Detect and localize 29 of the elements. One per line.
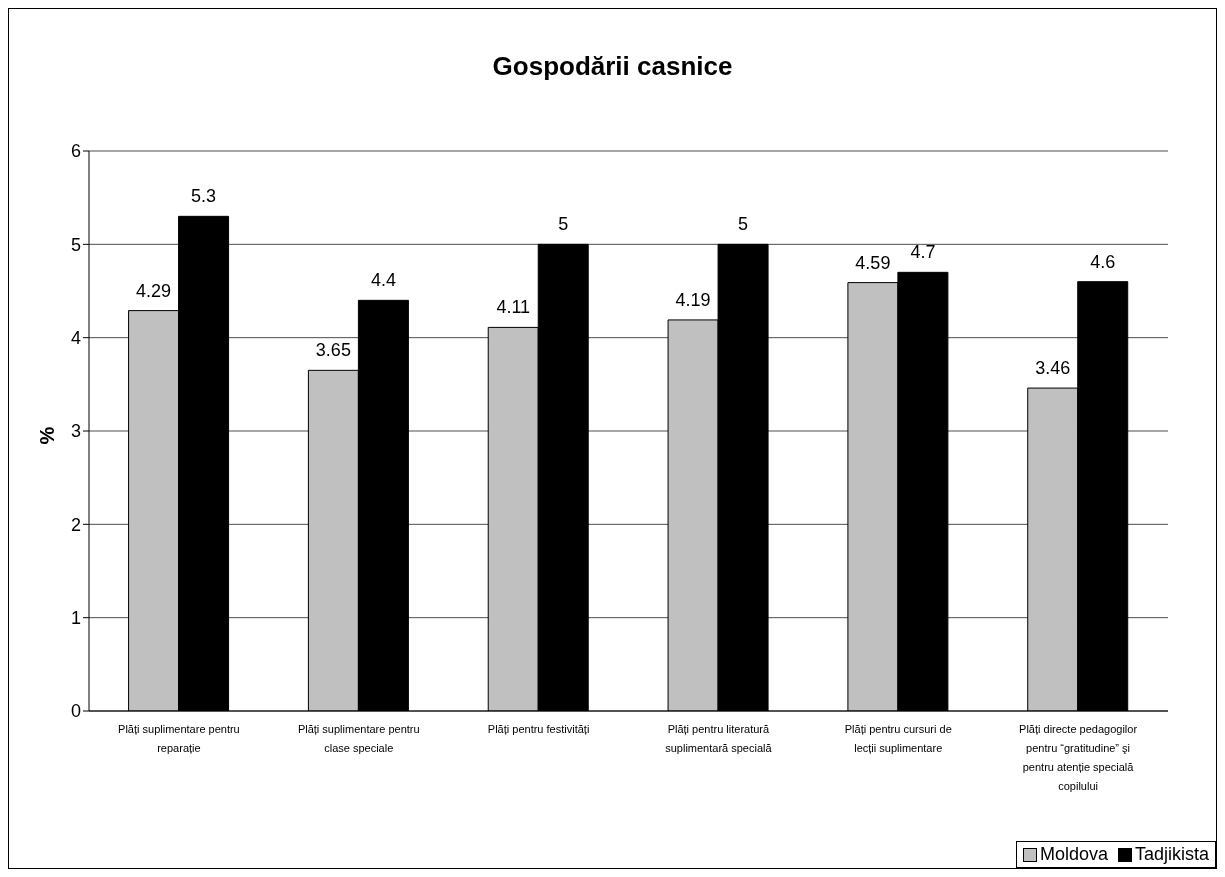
x-tick-label: Plăți pentru literatură suplimentară specială (665, 723, 773, 754)
data-label: 3.46 (1035, 358, 1071, 379)
y-tick-label: 1 (70, 608, 81, 629)
legend-label: Tadjikista (1133, 844, 1209, 865)
data-label: 5.3 (191, 186, 217, 207)
data-label: 4.59 (855, 252, 891, 273)
x-tick-label: Plăți suplimentare pentru clase speciale (297, 723, 420, 754)
x-tick-label: Plăți suplimentare pentru reparație (118, 723, 240, 754)
y-tick-label: 3 (70, 421, 81, 442)
data-label: 4.19 (675, 289, 711, 310)
data-label: 4.11 (496, 297, 531, 318)
data-label: 4.29 (136, 280, 172, 301)
y-axis-title: % (36, 426, 60, 445)
legend-label: Moldova (1038, 844, 1108, 865)
x-tick-label: Plăți pentru cursuri de lecții suplimentare (844, 723, 952, 754)
data-label: 4.4 (370, 270, 396, 291)
data-label: 5 (558, 214, 569, 235)
chart-title: Gospodării casnice (491, 51, 734, 82)
data-label: 4.6 (1090, 251, 1116, 272)
x-tick-label: Plăți pentru festivități (487, 723, 590, 735)
x-tick-label: Plăți directe pedagogilor pentru “gratitudine” şi pentru atenție specială copilului (1019, 723, 1138, 792)
data-label: 5 (738, 214, 749, 235)
y-tick-label: 0 (70, 701, 81, 722)
data-label: 3.65 (315, 340, 351, 361)
y-tick-label: 4 (70, 328, 81, 349)
y-tick-label: 2 (70, 514, 81, 535)
y-tick-label: 5 (70, 234, 81, 255)
data-label: 4.7 (910, 242, 936, 263)
y-tick-label: 6 (70, 141, 81, 162)
